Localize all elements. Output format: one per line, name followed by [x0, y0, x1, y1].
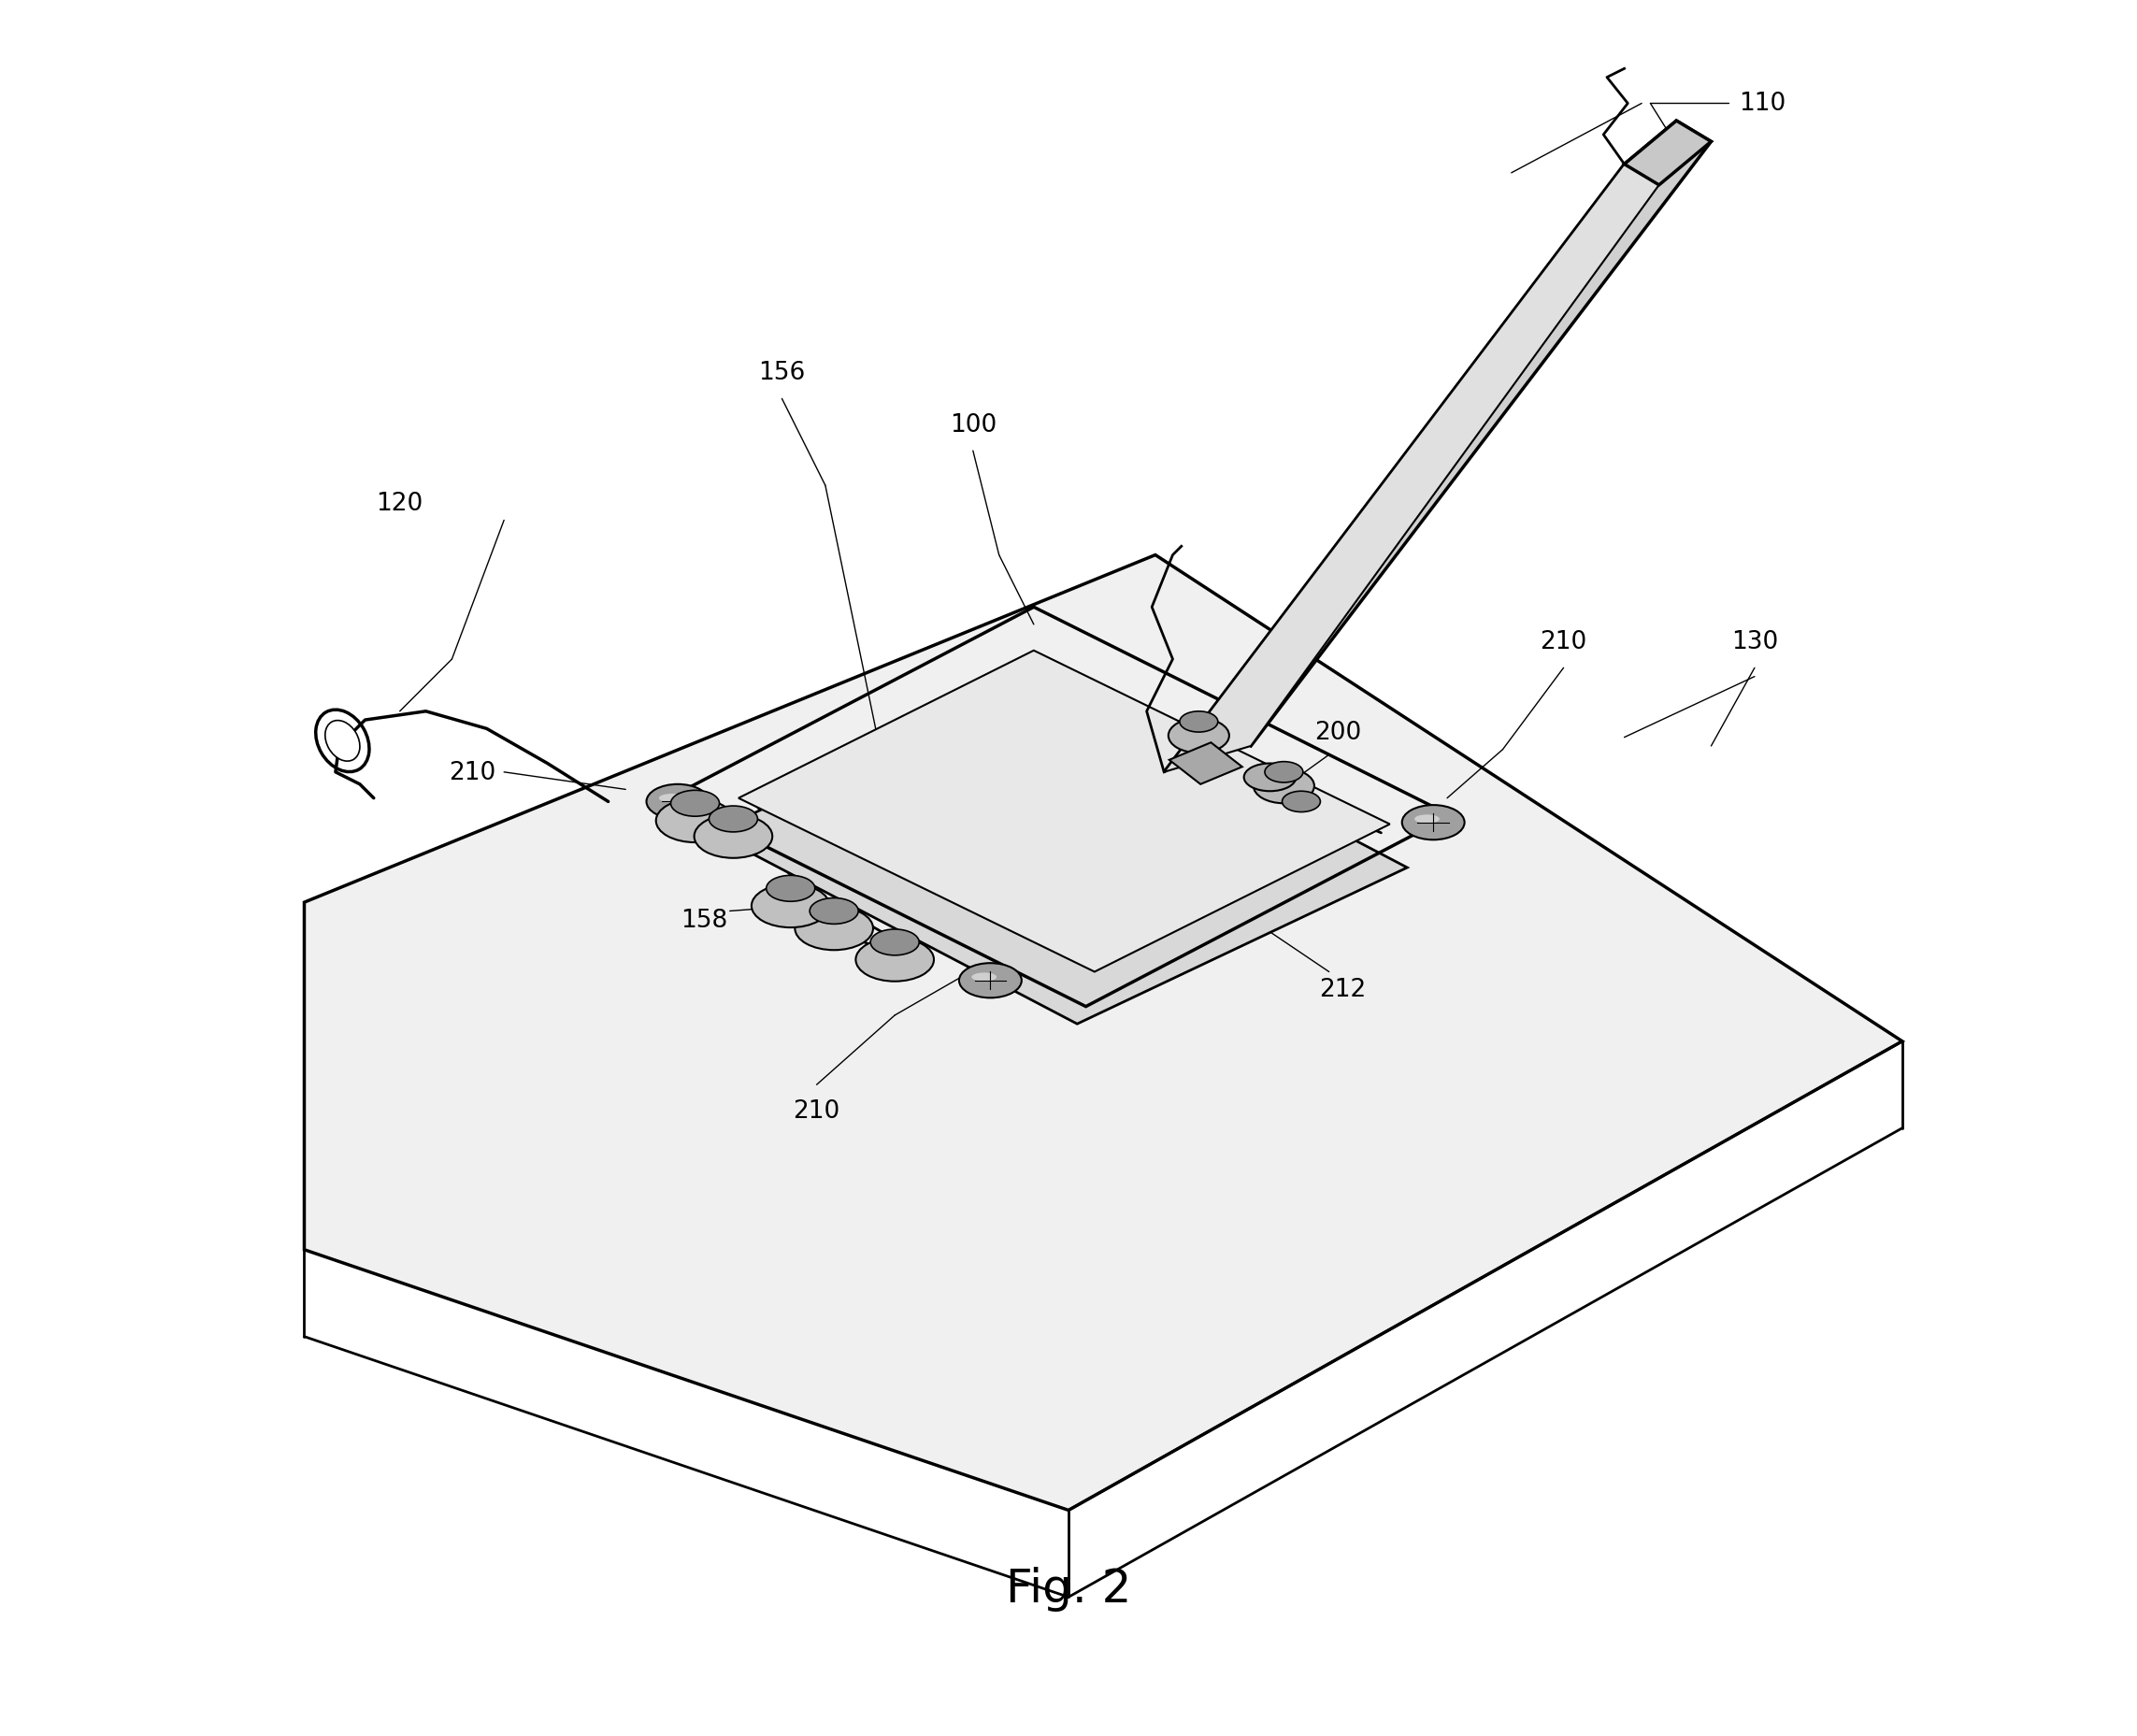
Text: 210: 210 — [793, 1099, 840, 1123]
Ellipse shape — [325, 720, 359, 762]
Ellipse shape — [695, 814, 771, 858]
Ellipse shape — [752, 884, 829, 927]
Polygon shape — [1624, 122, 1712, 186]
Text: 210: 210 — [1541, 630, 1588, 654]
Text: 110: 110 — [1740, 92, 1787, 116]
Ellipse shape — [671, 790, 720, 816]
Ellipse shape — [795, 906, 874, 951]
Polygon shape — [739, 651, 1389, 972]
Text: Fig. 2: Fig. 2 — [1007, 1566, 1130, 1611]
Text: 200: 200 — [1314, 720, 1361, 745]
Polygon shape — [712, 677, 1406, 1024]
Ellipse shape — [645, 785, 709, 819]
Ellipse shape — [1244, 764, 1295, 792]
Ellipse shape — [1265, 762, 1304, 783]
Text: 100: 100 — [949, 413, 996, 437]
Ellipse shape — [1180, 712, 1218, 733]
Ellipse shape — [810, 899, 859, 924]
Text: 130: 130 — [1731, 630, 1778, 654]
Ellipse shape — [1254, 769, 1314, 804]
Text: 158: 158 — [680, 908, 727, 932]
Ellipse shape — [658, 793, 684, 802]
Text: 156: 156 — [759, 361, 806, 385]
Ellipse shape — [1169, 719, 1229, 753]
Ellipse shape — [1402, 806, 1464, 840]
Ellipse shape — [972, 972, 996, 983]
Polygon shape — [1169, 743, 1242, 785]
Polygon shape — [859, 724, 1139, 851]
Polygon shape — [1165, 165, 1658, 773]
Ellipse shape — [1282, 792, 1321, 812]
Ellipse shape — [870, 930, 919, 955]
Ellipse shape — [960, 963, 1021, 998]
Text: 210: 210 — [449, 760, 496, 785]
Ellipse shape — [656, 799, 735, 844]
Ellipse shape — [855, 937, 934, 983]
Ellipse shape — [709, 806, 759, 832]
Text: 120: 120 — [376, 491, 423, 516]
Ellipse shape — [1415, 816, 1440, 825]
Polygon shape — [774, 668, 1346, 958]
Ellipse shape — [767, 877, 814, 903]
Polygon shape — [303, 556, 1902, 1510]
Polygon shape — [1216, 122, 1712, 746]
Text: 212: 212 — [1319, 977, 1366, 1002]
Polygon shape — [1165, 122, 1675, 773]
